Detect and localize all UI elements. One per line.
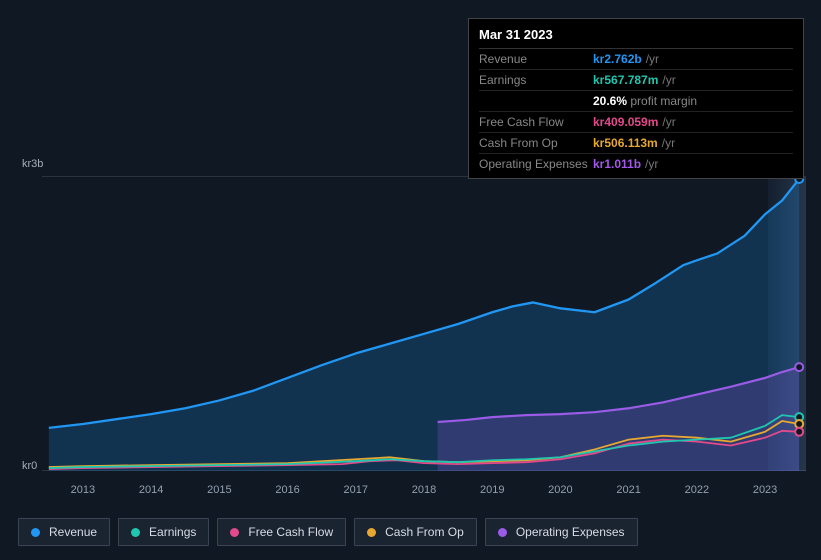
legend-label: Operating Expenses <box>516 525 625 539</box>
tooltip-subrow: 20.6% profit margin <box>479 91 793 112</box>
legend-dot-icon <box>367 528 376 537</box>
x-tick-label: 2020 <box>548 484 572 496</box>
tooltip-row: Revenuekr2.762b/yr <box>479 49 793 70</box>
tooltip-row-suffix: /yr <box>662 115 675 129</box>
tooltip-row-value: kr506.113m/yr <box>593 136 675 150</box>
legend-item[interactable]: Revenue <box>18 518 110 546</box>
tooltip-row-label: Revenue <box>479 52 593 66</box>
series-end-marker <box>795 363 803 371</box>
legend-label: Free Cash Flow <box>248 525 333 539</box>
legend-dot-icon <box>498 528 507 537</box>
x-tick-label: 2021 <box>616 484 640 496</box>
tooltip-row-label: Free Cash Flow <box>479 115 593 129</box>
tooltip-row-value: kr2.762b/yr <box>593 52 659 66</box>
legend-item[interactable]: Earnings <box>118 518 209 546</box>
tooltip-row-suffix: /yr <box>645 157 658 171</box>
legend-item[interactable]: Cash From Op <box>354 518 477 546</box>
x-tick-label: 2018 <box>412 484 436 496</box>
tooltip-row-suffix: /yr <box>646 52 659 66</box>
x-tick-label: 2017 <box>344 484 368 496</box>
tooltip-row-label: Cash From Op <box>479 136 593 150</box>
y-axis-min-label: kr0 <box>22 460 37 472</box>
tooltip-date: Mar 31 2023 <box>479 25 793 49</box>
tooltip-rows: Revenuekr2.762b/yrEarningskr567.787m/yr … <box>479 49 793 174</box>
x-tick-label: 2014 <box>139 484 163 496</box>
tooltip-row-value: kr409.059m/yr <box>593 115 676 129</box>
series-end-marker <box>795 420 803 428</box>
chart-tooltip: Mar 31 2023 Revenuekr2.762b/yrEarningskr… <box>468 18 804 179</box>
x-tick-label: 2015 <box>207 484 231 496</box>
tooltip-row: Earningskr567.787m/yr <box>479 70 793 91</box>
legend-dot-icon <box>131 528 140 537</box>
legend: Revenue Earnings Free Cash Flow Cash From O… <box>18 518 638 546</box>
legend-label: Cash From Op <box>385 525 464 539</box>
y-axis-max-label: kr3b <box>22 158 43 170</box>
tooltip-row: Cash From Opkr506.113m/yr <box>479 133 793 154</box>
chart-svg <box>42 177 806 471</box>
legend-dot-icon <box>31 528 40 537</box>
legend-item[interactable]: Operating Expenses <box>485 518 638 546</box>
tooltip-row-label: Operating Expenses <box>479 157 593 171</box>
tooltip-row-label: Earnings <box>479 73 593 87</box>
tooltip-row-value: kr1.011b/yr <box>593 157 658 171</box>
legend-item[interactable]: Free Cash Flow <box>217 518 346 546</box>
tooltip-row-suffix: /yr <box>662 73 675 87</box>
x-tick-label: 2022 <box>685 484 709 496</box>
legend-dot-icon <box>230 528 239 537</box>
series-end-marker <box>795 428 803 436</box>
x-tick-label: 2016 <box>275 484 299 496</box>
x-tick-label: 2013 <box>71 484 95 496</box>
tooltip-row: Operating Expenseskr1.011b/yr <box>479 154 793 174</box>
tooltip-row-suffix: /yr <box>662 136 675 150</box>
x-tick-label: 2023 <box>753 484 777 496</box>
legend-label: Revenue <box>49 525 97 539</box>
x-axis-labels: 2013 2014 2015 2016 2017 2018 2019 2020 2021 2022… <box>42 484 806 502</box>
plot-region[interactable] <box>42 177 806 471</box>
legend-label: Earnings <box>149 525 196 539</box>
tooltip-row: Free Cash Flowkr409.059m/yr <box>479 112 793 133</box>
tooltip-row-value: kr567.787m/yr <box>593 73 676 87</box>
x-tick-label: 2019 <box>480 484 504 496</box>
